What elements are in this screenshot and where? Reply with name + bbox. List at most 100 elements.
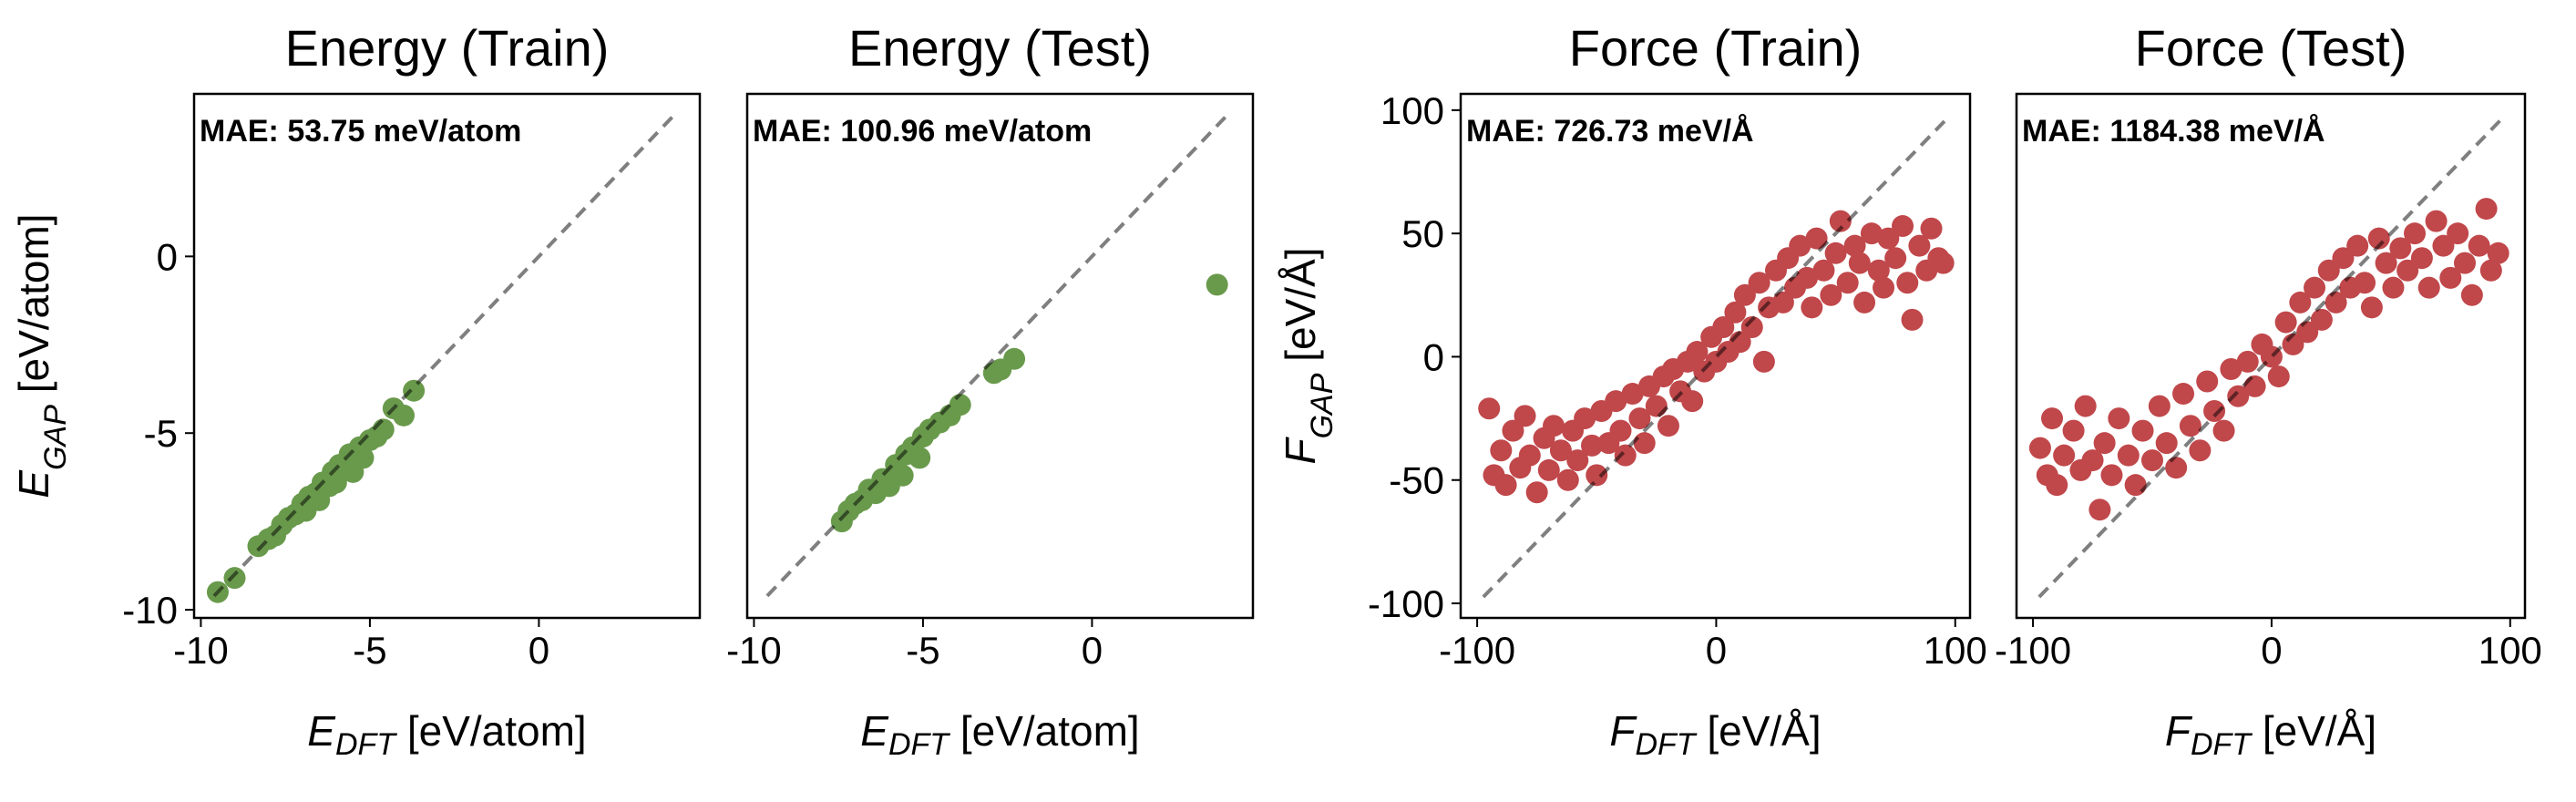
point xyxy=(1605,390,1627,413)
point xyxy=(2093,432,2116,455)
point xyxy=(2074,395,2097,417)
point xyxy=(2375,252,2397,274)
point xyxy=(1681,390,1704,413)
x-tick-label: 100 xyxy=(1924,629,1987,672)
point xyxy=(2417,276,2440,299)
label-subscript: DFT xyxy=(2191,727,2253,762)
point xyxy=(2046,474,2068,497)
label-symbol: E xyxy=(860,707,889,755)
point xyxy=(1478,397,1501,420)
x-tick-label: -100 xyxy=(1439,629,1515,672)
point xyxy=(2346,234,2369,257)
parity-line xyxy=(2037,114,2507,599)
y-tick-label: 0 xyxy=(157,235,178,278)
x-tick-label: 0 xyxy=(1082,629,1103,672)
point xyxy=(2220,357,2242,380)
point xyxy=(1901,308,1924,331)
label-symbol: F xyxy=(1277,437,1324,465)
x-tick-label: 0 xyxy=(529,629,549,672)
point xyxy=(223,567,246,590)
point xyxy=(1873,276,1895,299)
label-symbol: F xyxy=(1609,707,1637,755)
point xyxy=(2172,383,2195,406)
point xyxy=(1748,272,1770,294)
point xyxy=(1581,434,1604,457)
point xyxy=(1836,272,1859,294)
axes-frame xyxy=(192,92,702,620)
point xyxy=(1574,407,1596,430)
parity-line xyxy=(765,113,1229,598)
x-tick-label: -5 xyxy=(353,629,386,672)
point xyxy=(2404,222,2427,245)
axis-label: FGAP [eV/Å] xyxy=(1277,248,1339,465)
point xyxy=(2487,242,2509,264)
y-tick-label: 50 xyxy=(1401,212,1444,255)
parity-line xyxy=(1482,114,1952,599)
point xyxy=(2117,444,2140,467)
panel-title: Force (Test) xyxy=(2135,19,2407,77)
point xyxy=(1003,347,1026,370)
point xyxy=(2396,259,2419,282)
point xyxy=(1502,419,1524,442)
x-tick-label: 100 xyxy=(2479,629,2542,672)
point xyxy=(2124,474,2147,497)
point xyxy=(2304,276,2326,299)
label-unit: [eV/Å] xyxy=(2251,707,2376,755)
mae-annotation: MAE: 100.96 meV/atom xyxy=(753,114,1092,149)
point xyxy=(891,464,914,487)
point xyxy=(2131,419,2154,442)
label-symbol: F xyxy=(2165,707,2193,755)
mae-annotation: MAE: 726.73 meV/Å xyxy=(1466,114,1754,149)
axis-label: EDFT [eV/atom] xyxy=(307,707,586,762)
point xyxy=(1609,419,1632,442)
point xyxy=(1812,259,1835,282)
point xyxy=(1621,383,1644,406)
point xyxy=(2389,237,2412,260)
point xyxy=(1908,234,1931,257)
panel-title: Force (Train) xyxy=(1569,19,1863,77)
point xyxy=(908,447,931,469)
point xyxy=(1514,405,1536,427)
point xyxy=(2203,399,2226,422)
point xyxy=(2081,449,2104,472)
label-unit: [eV/atom] xyxy=(395,707,587,755)
x-tick-label: -5 xyxy=(906,629,939,672)
panel: Energy (Train) -10 -5 0 -10 -5 0 MAE: 53.75 meV… xyxy=(10,19,702,762)
point xyxy=(1752,350,1775,373)
y-tick-label: -5 xyxy=(144,412,178,455)
point xyxy=(1853,291,1876,314)
point xyxy=(1867,259,1890,282)
point xyxy=(1645,395,1668,417)
point xyxy=(1820,283,1842,306)
point xyxy=(1712,315,1735,338)
label-symbol: E xyxy=(307,707,336,755)
point xyxy=(2325,291,2347,314)
point xyxy=(2460,283,2483,306)
point xyxy=(2274,311,2297,334)
point xyxy=(1796,266,1819,289)
panel-title: Energy (Test) xyxy=(848,19,1152,77)
label-unit: [eV/atom] xyxy=(949,707,1140,755)
point xyxy=(1633,432,1656,455)
axis-label: EDFT [eV/atom] xyxy=(860,707,1139,762)
point xyxy=(1686,341,1709,364)
point xyxy=(1771,291,1794,314)
axis-label: FDFT [eV/Å] xyxy=(2165,707,2376,762)
point xyxy=(2367,227,2390,250)
point xyxy=(1740,315,1763,338)
axes-frame xyxy=(2015,92,2527,620)
point xyxy=(1628,407,1651,430)
x-tick-label: -100 xyxy=(1995,629,2071,672)
point xyxy=(2475,198,2498,221)
point xyxy=(2212,419,2235,442)
point xyxy=(1896,272,1919,294)
point xyxy=(2053,444,2076,467)
point xyxy=(1920,217,1943,240)
panel-title: Energy (Train) xyxy=(285,19,610,77)
point xyxy=(2439,266,2462,289)
point xyxy=(1892,215,1914,238)
point xyxy=(2479,259,2502,282)
point xyxy=(2100,464,2123,487)
point xyxy=(1614,444,1637,467)
